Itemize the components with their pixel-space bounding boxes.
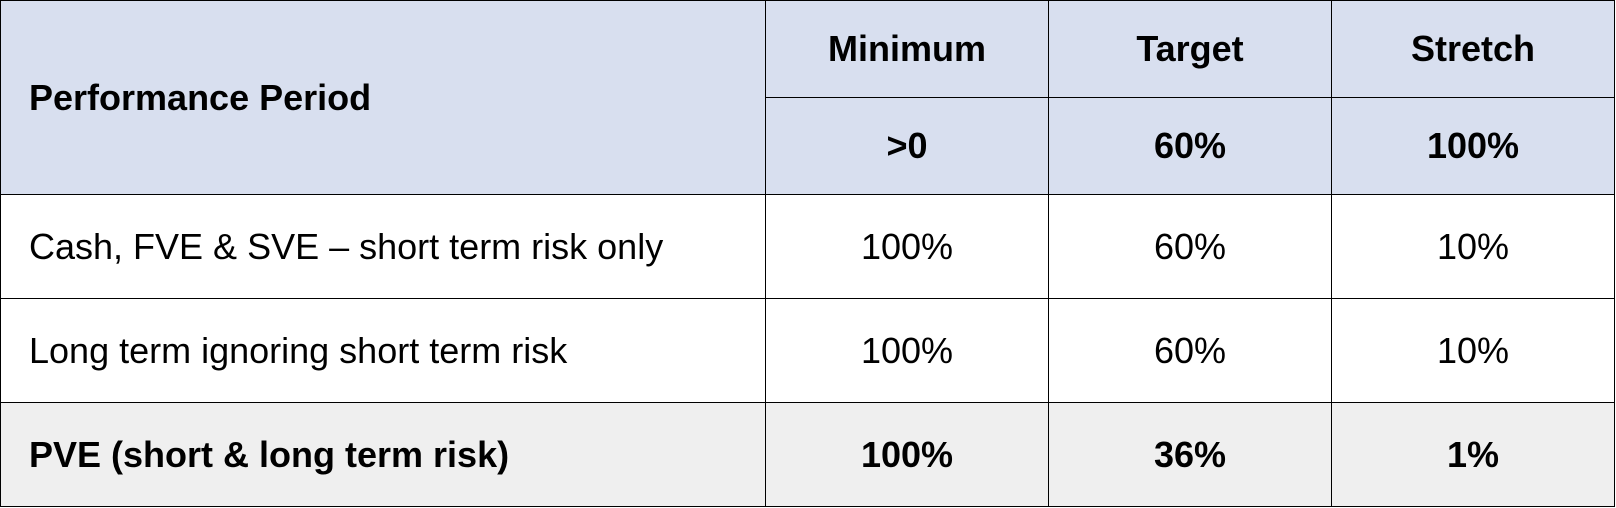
cell-target: 60% [1049,195,1332,299]
cell-minimum: 100% [766,299,1049,403]
table-row: Long term ignoring short term risk 100% … [1,299,1615,403]
cell-stretch: 10% [1332,299,1615,403]
header-col-stretch: Stretch [1332,1,1615,98]
header-threshold-target: 60% [1049,98,1332,195]
cell-minimum: 100% [766,403,1049,507]
performance-table: Performance Period Minimum Target Stretc… [0,0,1615,507]
table-body: Cash, FVE & SVE – short term risk only 1… [1,195,1615,507]
header-performance-period: Performance Period [1,1,766,195]
performance-table-wrapper: Performance Period Minimum Target Stretc… [0,0,1614,507]
cell-target: 60% [1049,299,1332,403]
row-label: PVE (short & long term risk) [1,403,766,507]
cell-minimum: 100% [766,195,1049,299]
cell-target: 36% [1049,403,1332,507]
row-label: Long term ignoring short term risk [1,299,766,403]
table-row-highlight: PVE (short & long term risk) 100% 36% 1% [1,403,1615,507]
header-row-labels: Performance Period Minimum Target Stretc… [1,1,1615,98]
header-threshold-stretch: 100% [1332,98,1615,195]
row-label: Cash, FVE & SVE – short term risk only [1,195,766,299]
table-header: Performance Period Minimum Target Stretc… [1,1,1615,195]
cell-stretch: 1% [1332,403,1615,507]
cell-stretch: 10% [1332,195,1615,299]
header-col-target: Target [1049,1,1332,98]
header-threshold-minimum: >0 [766,98,1049,195]
table-row: Cash, FVE & SVE – short term risk only 1… [1,195,1615,299]
header-col-minimum: Minimum [766,1,1049,98]
